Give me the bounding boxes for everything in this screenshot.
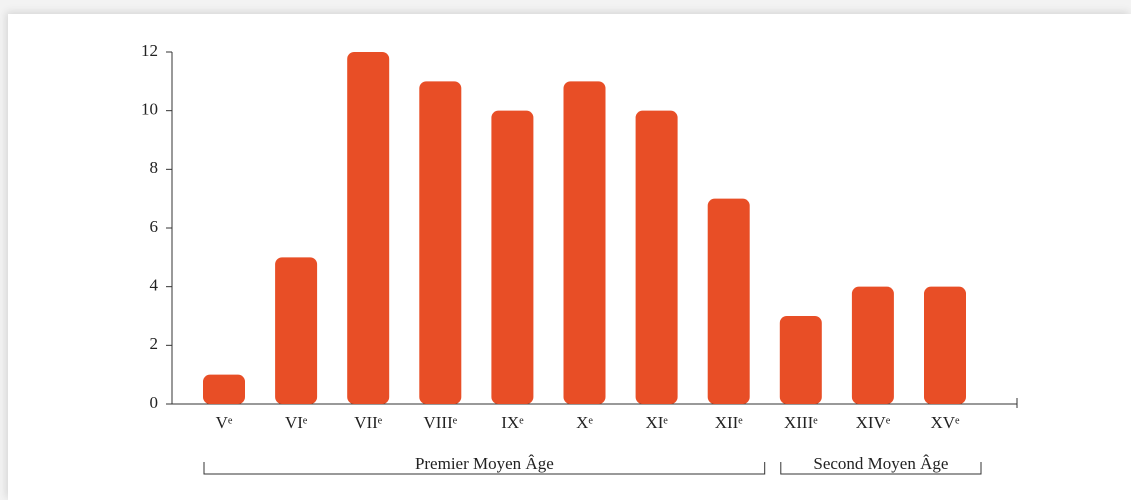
x-tick-label: IXᵉ bbox=[501, 413, 524, 432]
x-tick-label: XIIᵉ bbox=[715, 413, 744, 432]
group-label: Premier Moyen Âge bbox=[415, 454, 554, 473]
bar bbox=[924, 286, 966, 404]
group-label: Second Moyen Âge bbox=[813, 454, 948, 473]
y-tick-label: 6 bbox=[150, 217, 159, 236]
x-tick-label: Xᵉ bbox=[576, 413, 593, 432]
x-tick-label: VIIIᵉ bbox=[423, 413, 457, 432]
x-tick-label: VIᵉ bbox=[285, 413, 308, 432]
bar bbox=[635, 110, 678, 405]
bar bbox=[275, 257, 318, 404]
x-tick-label: Vᵉ bbox=[216, 413, 233, 432]
x-tick-label: XIIIᵉ bbox=[784, 413, 818, 432]
bar bbox=[347, 52, 390, 404]
bar bbox=[491, 110, 534, 405]
y-tick-label: 0 bbox=[150, 393, 159, 412]
x-tick-label: XIVᵉ bbox=[856, 413, 891, 432]
x-tick-label: VIIᵉ bbox=[354, 413, 383, 432]
bar bbox=[779, 316, 822, 404]
y-tick-label: 10 bbox=[141, 100, 158, 119]
bar bbox=[419, 81, 462, 404]
bar bbox=[563, 81, 606, 404]
y-tick-label: 8 bbox=[150, 158, 159, 177]
x-tick-label: XVᵉ bbox=[931, 413, 961, 432]
y-tick-label: 2 bbox=[150, 334, 159, 353]
bar bbox=[707, 198, 750, 404]
group-bracket bbox=[780, 462, 982, 475]
y-tick-label: 4 bbox=[150, 276, 159, 295]
group-bracket bbox=[203, 462, 766, 475]
y-tick-label: 12 bbox=[141, 41, 158, 60]
x-tick-label: XIᵉ bbox=[645, 413, 668, 432]
bar bbox=[203, 374, 245, 404]
bar bbox=[851, 286, 894, 404]
